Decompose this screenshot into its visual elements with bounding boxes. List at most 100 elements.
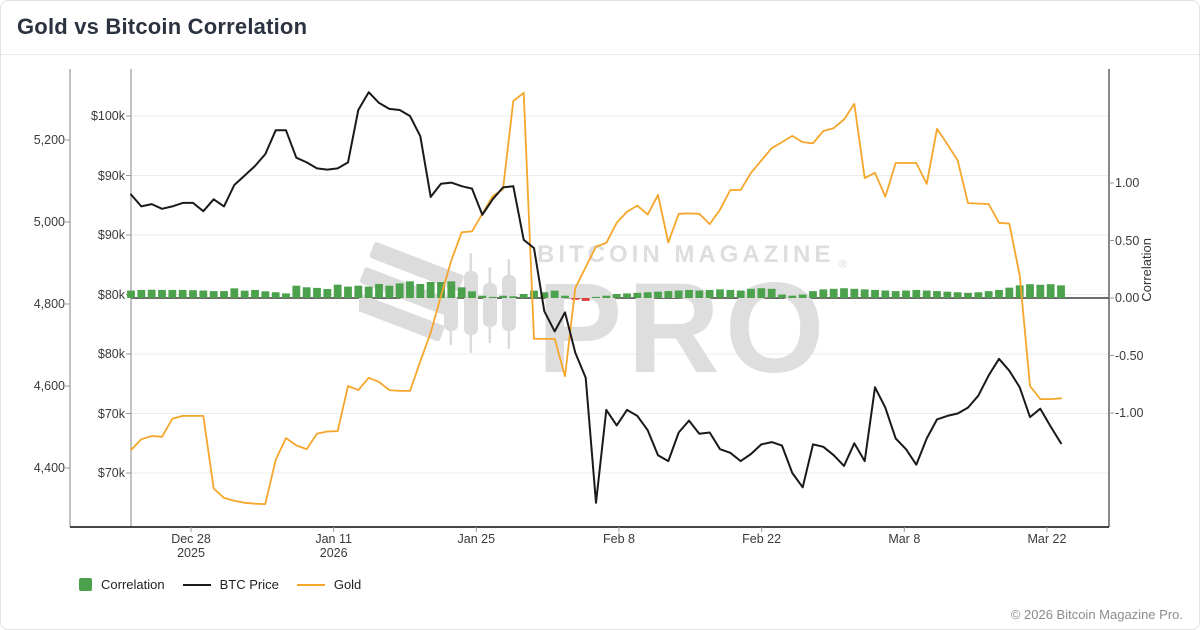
legend-label-gold: Gold xyxy=(333,577,362,592)
correlation-bar xyxy=(468,291,476,298)
correlation-bar xyxy=(809,291,817,298)
correlation-bar xyxy=(426,282,435,298)
correlation-bar xyxy=(519,293,528,298)
btc-axis-label: $80k xyxy=(97,287,125,302)
x-axis-label: Mar 8 xyxy=(888,532,921,546)
correlation-bar xyxy=(778,294,786,298)
correlation-bar xyxy=(550,290,559,298)
correlation-bar xyxy=(623,293,631,298)
legend-item-correlation: Correlation xyxy=(79,577,165,592)
correlation-bar xyxy=(344,286,352,298)
title-divider xyxy=(1,54,1199,55)
correlation-bar xyxy=(261,291,270,298)
correlation-bar xyxy=(385,285,394,298)
btc-axis-label: $80k xyxy=(97,347,125,361)
correlation-bar xyxy=(1036,284,1045,298)
btc-axis-label: $100k xyxy=(90,109,125,123)
correlation-bar xyxy=(416,283,425,298)
correlation-bar xyxy=(561,295,569,298)
correlation-bar xyxy=(891,291,900,298)
correlation-bar xyxy=(612,293,621,298)
correlation-bar xyxy=(251,289,259,298)
correlation-bar xyxy=(747,288,755,298)
correlation-bar xyxy=(716,289,724,298)
correlation-bar xyxy=(705,289,714,298)
correlation-bar xyxy=(1057,285,1065,298)
correlation-bar xyxy=(189,290,197,298)
correlation-bar xyxy=(178,289,187,298)
legend-label-correlation: Correlation xyxy=(101,577,165,592)
correlation-bar xyxy=(333,284,342,298)
x-axis-label: Feb 22 xyxy=(742,532,782,546)
correlation-bar xyxy=(509,296,518,298)
correlation-bar xyxy=(137,289,146,298)
correlation-bar xyxy=(447,281,456,298)
correlation-bar xyxy=(922,290,931,298)
gold-axis-label: 4,400 xyxy=(33,461,65,475)
correlation-bar xyxy=(488,296,497,298)
correlation-axis-title: Correlation xyxy=(1139,238,1154,302)
btc-axis-label: $70k xyxy=(97,406,125,421)
correlation-bar xyxy=(726,289,735,298)
x-axis-label: Feb 8 xyxy=(602,532,635,546)
correlation-bar xyxy=(292,285,301,298)
correlation-swatch xyxy=(79,578,92,591)
correlation-bar xyxy=(912,289,921,298)
correlation-bar xyxy=(902,290,910,298)
correlation-bar xyxy=(664,291,673,298)
x-axis-label: 2025 xyxy=(177,546,205,560)
correlation-bar xyxy=(602,295,611,298)
x-axis-label: 2026 xyxy=(319,546,348,560)
btc-axis-label: $90k xyxy=(97,228,125,242)
correlation-bar xyxy=(571,298,580,300)
btc-axis-label: $90k xyxy=(97,168,125,183)
x-axis-label: Dec 28 xyxy=(171,532,211,546)
correlation-bar xyxy=(478,295,487,298)
correlation-bar xyxy=(220,291,228,298)
correlation-bar xyxy=(395,283,404,298)
correlation-bar xyxy=(375,283,383,298)
correlation-bar xyxy=(695,290,704,298)
correlation-bar xyxy=(147,289,156,298)
gold-axis-label: 4,600 xyxy=(33,379,65,393)
correlation-axis-label: 0.00 xyxy=(1115,291,1140,305)
correlation-bar xyxy=(302,287,311,298)
correlation-bar xyxy=(860,289,869,298)
correlation-bar xyxy=(354,285,363,298)
correlation-bar xyxy=(943,291,952,298)
correlation-bar xyxy=(829,288,838,298)
correlation-axis-label: -0.50 xyxy=(1115,348,1144,363)
correlation-bar xyxy=(819,289,828,298)
correlation-bar xyxy=(757,288,766,298)
correlation-bar xyxy=(457,287,466,298)
gold-axis-label: 5,000 xyxy=(33,215,65,229)
gold-line xyxy=(130,91,1062,506)
correlation-bar xyxy=(592,296,600,298)
copyright-footer: © 2026 Bitcoin Magazine Pro. xyxy=(1010,607,1183,622)
x-axis-label: Mar 22 xyxy=(1027,532,1067,546)
btc-axis-label: $70k xyxy=(97,466,125,480)
correlation-bar xyxy=(540,292,549,298)
correlation-bar xyxy=(1015,285,1024,298)
correlation-bar xyxy=(406,281,414,298)
correlation-bar xyxy=(530,290,538,298)
correlation-bar xyxy=(964,292,972,298)
correlation-bar xyxy=(323,289,332,298)
correlation-bar xyxy=(271,292,280,298)
page-title: Gold vs Bitcoin Correlation xyxy=(17,14,308,39)
correlation-bar xyxy=(798,294,807,298)
correlation-bar xyxy=(199,290,208,298)
correlation-bar xyxy=(871,289,879,298)
correlation-bar xyxy=(282,293,290,298)
legend-item-gold: Gold xyxy=(296,577,362,592)
correlation-bar xyxy=(158,289,166,298)
correlation-axis-label: 0.50 xyxy=(1115,233,1140,248)
correlation-bar xyxy=(437,282,445,298)
x-axis-label: Jan 25 xyxy=(457,532,496,546)
gold-line-swatch xyxy=(296,583,325,586)
correlation-bar xyxy=(633,292,642,298)
correlation-bar xyxy=(643,292,652,298)
correlation-bar xyxy=(674,290,683,298)
